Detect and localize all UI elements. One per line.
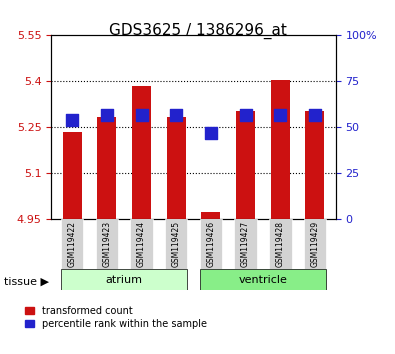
FancyBboxPatch shape bbox=[199, 269, 326, 290]
Point bbox=[208, 130, 214, 136]
FancyBboxPatch shape bbox=[130, 219, 153, 269]
Bar bbox=[236, 110, 255, 219]
Point bbox=[243, 112, 249, 118]
Bar bbox=[305, 110, 324, 219]
FancyBboxPatch shape bbox=[61, 269, 188, 290]
FancyBboxPatch shape bbox=[165, 219, 188, 269]
Text: GSM119428: GSM119428 bbox=[276, 221, 285, 267]
Bar bbox=[63, 132, 82, 219]
Text: GSM119425: GSM119425 bbox=[172, 221, 181, 267]
Text: tissue ▶: tissue ▶ bbox=[4, 276, 49, 286]
Bar bbox=[132, 86, 151, 219]
Point bbox=[69, 117, 75, 123]
Text: GSM119423: GSM119423 bbox=[102, 221, 111, 267]
Text: GSM119427: GSM119427 bbox=[241, 221, 250, 267]
FancyBboxPatch shape bbox=[61, 219, 83, 269]
Text: GSM119426: GSM119426 bbox=[207, 221, 215, 267]
Text: GSM119424: GSM119424 bbox=[137, 221, 146, 267]
Text: ventricle: ventricle bbox=[239, 275, 287, 285]
Point bbox=[138, 112, 145, 118]
Point bbox=[173, 112, 179, 118]
FancyBboxPatch shape bbox=[304, 219, 326, 269]
FancyBboxPatch shape bbox=[199, 219, 222, 269]
Point bbox=[312, 112, 318, 118]
Text: GDS3625 / 1386296_at: GDS3625 / 1386296_at bbox=[109, 23, 286, 39]
Bar bbox=[97, 117, 117, 219]
Legend: transformed count, percentile rank within the sample: transformed count, percentile rank withi… bbox=[24, 306, 207, 329]
Text: atrium: atrium bbox=[106, 275, 143, 285]
Point bbox=[277, 112, 284, 118]
Text: GSM119429: GSM119429 bbox=[310, 221, 320, 267]
Bar bbox=[167, 117, 186, 219]
Bar bbox=[271, 80, 290, 219]
FancyBboxPatch shape bbox=[96, 219, 118, 269]
FancyBboxPatch shape bbox=[234, 219, 257, 269]
Point bbox=[103, 112, 110, 118]
Text: GSM119422: GSM119422 bbox=[68, 221, 77, 267]
FancyBboxPatch shape bbox=[269, 219, 292, 269]
Bar bbox=[201, 212, 220, 219]
